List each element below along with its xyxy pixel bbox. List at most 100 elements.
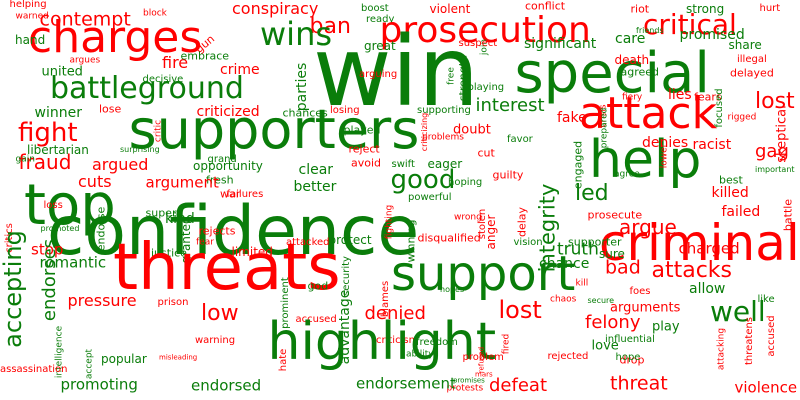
cloud-word: assassination <box>0 364 68 375</box>
cloud-word: pressure <box>67 291 137 310</box>
cloud-word: ban <box>309 14 351 39</box>
cloud-word: libertarian <box>27 143 89 157</box>
cloud-word: played <box>343 123 381 137</box>
cloud-word: problems <box>422 132 464 143</box>
cloud-word: argues <box>69 55 101 66</box>
cloud-word: confidence <box>47 192 420 271</box>
cloud-word: strong <box>686 2 725 16</box>
cloud-word: suspect <box>458 38 498 49</box>
cloud-word: accused <box>295 314 337 325</box>
cloud-word: clear <box>298 162 334 178</box>
cloud-word: denies <box>642 135 689 151</box>
cloud-word: kind <box>165 211 195 227</box>
cloud-word: loss <box>43 200 63 211</box>
cloud-word: grand <box>207 154 237 165</box>
cloud-word: disqualified <box>417 231 481 245</box>
cloud-word: ready <box>366 14 395 25</box>
cloud-word: wins <box>260 15 333 53</box>
cloud-word: doubt <box>453 122 491 138</box>
cloud-word: top <box>24 173 116 238</box>
cloud-word: protect <box>328 233 372 247</box>
cloud-word: critic <box>153 119 164 143</box>
cloud-word: misleading <box>159 353 198 362</box>
cloud-word: drop <box>619 353 645 367</box>
cloud-word: fraud <box>18 150 72 174</box>
cloud-word: gag <box>755 141 789 162</box>
cloud-word: fiery <box>622 92 643 103</box>
cloud-word: endorse <box>94 206 108 252</box>
cloud-word: failures <box>226 189 264 200</box>
cloud-word: vision <box>513 237 543 248</box>
cloud-word: hope <box>615 352 641 363</box>
cloud-word: decisive <box>142 74 184 85</box>
cloud-word: focused <box>714 88 726 128</box>
cloud-word: warned <box>15 11 49 22</box>
cloud-word: argued <box>92 155 149 174</box>
cloud-word: supporters <box>128 98 420 161</box>
cloud-word: super <box>145 206 177 220</box>
cloud-word: lost <box>498 296 542 324</box>
cloud-word: crime <box>220 62 260 78</box>
cloud-word: fear <box>196 237 214 248</box>
cloud-word: popular <box>101 352 147 366</box>
cloud-word: favor <box>507 134 533 145</box>
cloud-word: mars <box>475 370 493 379</box>
cloud-word: good <box>390 165 456 195</box>
cloud-word: conspiracy <box>232 0 319 18</box>
cloud-word: freedom <box>416 337 458 348</box>
cloud-word: endorsed <box>191 376 262 395</box>
cloud-word: battleground <box>50 71 244 106</box>
cloud-word: secure <box>587 296 615 305</box>
cloud-word: critical <box>643 8 737 41</box>
cloud-word: romantic <box>39 253 107 272</box>
cloud-word: foes <box>629 286 651 297</box>
cloud-word: cuts <box>78 172 112 191</box>
cloud-word: support <box>391 246 576 302</box>
cloud-word: attack <box>579 88 718 139</box>
cloud-word: lose <box>99 102 122 116</box>
cloud-word: fresh <box>206 173 234 187</box>
cloud-word: stop <box>31 240 64 259</box>
cloud-word: better <box>293 179 337 195</box>
cloud-word: charges <box>28 12 203 63</box>
cloud-word: endorsement <box>356 374 456 393</box>
cloud-word: important <box>755 165 795 174</box>
cloud-word: losing <box>330 105 360 116</box>
cloud-word: boost <box>361 3 389 14</box>
cloud-word: lost <box>755 89 795 114</box>
cloud-word: criticism <box>376 335 419 346</box>
cloud-word: delay <box>515 206 529 238</box>
cloud-word: refused <box>477 346 486 374</box>
cloud-word: prosecution <box>379 10 591 51</box>
cloud-word: prosecute <box>587 208 643 222</box>
cloud-word: reject <box>348 142 380 156</box>
cloud-word: truth <box>557 239 599 260</box>
cloud-word: chance <box>539 256 590 272</box>
cloud-word: avoid <box>351 156 382 170</box>
cloud-word: contempt <box>39 8 131 31</box>
cloud-word: promoting <box>60 375 138 394</box>
cloud-word: death <box>614 53 650 67</box>
cloud-word: delayed <box>730 66 774 80</box>
cloud-word: rejected <box>547 351 589 362</box>
cloud-word: significant <box>524 36 597 52</box>
cloud-word: hurt <box>759 3 781 14</box>
cloud-word: threat <box>610 372 668 395</box>
cloud-word: well <box>710 295 766 328</box>
cloud-word: war <box>220 187 241 201</box>
cloud-word: conflict <box>525 0 566 13</box>
cloud-word: like <box>757 294 775 305</box>
cloud-word: felony <box>585 312 641 333</box>
cloud-word: lies <box>668 87 692 103</box>
cloud-word: endorses <box>39 238 61 322</box>
cloud-word: share <box>728 38 762 52</box>
cloud-word: helping <box>9 0 47 10</box>
cloud-word: gain <box>15 154 35 165</box>
cloud-word: problem <box>462 352 504 363</box>
cloud-word: defeat <box>489 375 547 396</box>
cloud-word: allow <box>689 281 726 297</box>
cloud-word: accepting <box>0 230 27 348</box>
cloud-word: friends <box>636 26 664 35</box>
cloud-word: highlight <box>267 312 497 372</box>
cloud-word: killed <box>711 185 749 201</box>
